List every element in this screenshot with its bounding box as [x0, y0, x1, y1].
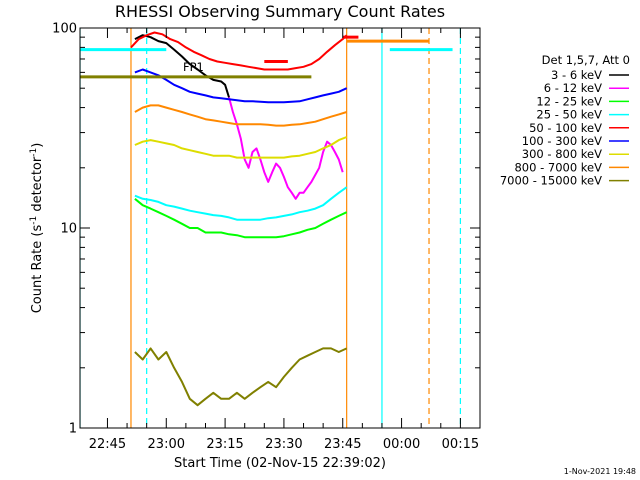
flag-label: FP1	[183, 60, 204, 74]
series-line-100-300-kev	[134, 68, 348, 104]
chart-title: RHESSI Observing Summary Count Rates	[115, 2, 445, 21]
y-tick-label: 100	[52, 22, 77, 37]
legend-header: Det 1,5,7, Att 0	[542, 53, 630, 67]
x-tick-label: 00:15	[442, 437, 479, 452]
series-layer	[130, 31, 348, 407]
series-line-50-100-kev	[130, 31, 348, 71]
reference-lines	[80, 35, 453, 79]
x-tick-label: 00:00	[383, 437, 420, 452]
vertical-markers	[80, 28, 461, 428]
x-tick-label: 22:45	[89, 437, 126, 452]
legend-label-6-12-kev: 6 - 12 keV	[544, 81, 602, 95]
series-line-25-50-kev	[134, 186, 348, 221]
x-tick-label: 23:15	[206, 437, 243, 452]
legend-label-800-7000-kev: 800 - 7000 keV	[514, 160, 602, 174]
series-line-12-25-kev	[134, 198, 348, 239]
series-line-300-800-kev	[134, 136, 348, 159]
y-tick-label: 1	[69, 422, 77, 437]
y-tick-label: 10	[60, 222, 77, 237]
legend-label-12-25-kev: 12 - 25 keV	[536, 94, 602, 108]
x-tick-label: 23:45	[324, 437, 361, 452]
x-axis: 22:45 23:00 23:15 23:30 23:45 00:00 00:15	[89, 28, 479, 452]
x-tick-label: 23:30	[265, 437, 302, 452]
legend-label-100-300-kev: 100 - 300 keV	[522, 134, 602, 148]
x-tick-label: 23:00	[148, 437, 185, 452]
y-axis-label: Count Rate (s-1 detector-1)	[29, 143, 45, 314]
legend-label-300-800-kev: 300 - 800 keV	[522, 147, 602, 161]
y-axis: 1 10 100	[52, 22, 480, 437]
series-line-800-7000-kev	[134, 104, 347, 127]
series-line-3-6-kev	[134, 34, 230, 98]
series-line-7000-15000-kev	[134, 347, 348, 407]
plot-frame	[79, 27, 481, 429]
legend-label-50-100-kev: 50 - 100 keV	[529, 121, 602, 135]
footer-timestamp: 1-Nov-2021 19:48	[564, 467, 636, 476]
legend-label-7000-15000-kev: 7000 - 15000 keV	[500, 174, 602, 188]
legend-label-25-50-kev: 25 - 50 keV	[536, 108, 602, 122]
x-axis-label: Start Time (02-Nov-15 22:39:02)	[174, 456, 386, 471]
legend-label-3-6-kev: 3 - 6 keV	[551, 68, 602, 82]
